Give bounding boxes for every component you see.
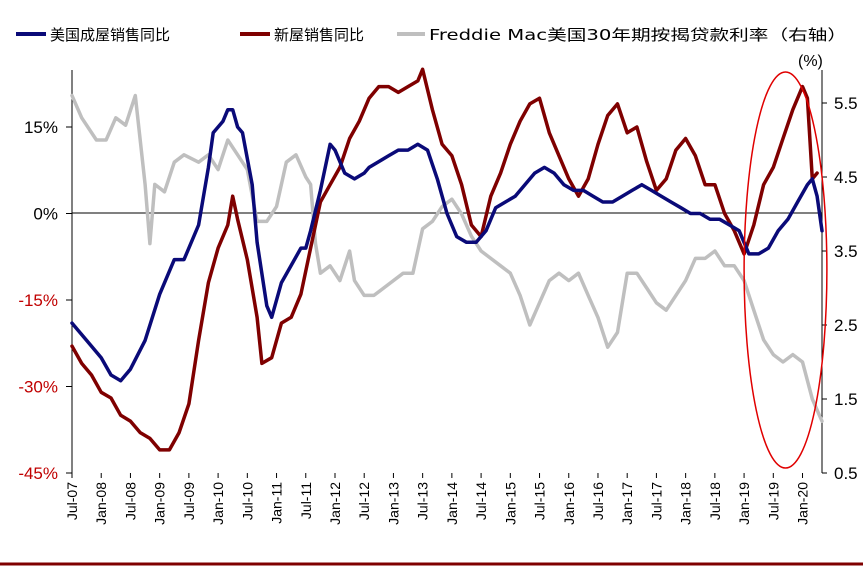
x-tick-label-jan-13: Jan-13 [385,482,401,525]
x-tick-label-jan-09: Jan-09 [152,482,168,525]
x-tick-label-jan-15: Jan-15 [502,482,518,525]
right-tick-label: 2.5 [834,316,858,335]
x-tick-label-jul-18: Jul-18 [707,482,723,520]
x-tick-label-jul-10: Jul-10 [239,482,255,520]
left-axis-ticks: 15% 0% -15% -30% -45% [18,118,72,483]
x-tick-label-jul-12: Jul-12 [356,482,372,520]
legend: 美国成屋销售同比 新屋销售同比 Freddie Mac美国30年期按揭贷款利率（… [16,26,847,44]
x-tick-label-jan-17: Jan-17 [619,482,635,525]
x-tick-label-jul-09: Jul-09 [181,482,197,520]
new-home-sales-line [70,67,819,452]
legend-label-existing-home-sales: 美国成屋销售同比 [50,26,170,44]
x-tick-label-jul-13: Jul-13 [415,482,431,520]
x-tick-label-jan-10: Jan-10 [210,482,226,525]
right-axis-ticks: 5.5 4.5 3.5 2.5 1.5 0.5 [822,94,858,483]
x-tick-label-jan-19: Jan-19 [736,482,752,525]
x-tick-label-jan-18: Jan-18 [678,482,694,525]
x-tick-label-jul-08: Jul-08 [122,482,138,520]
mortgage-rate-line [70,93,824,423]
x-tick-label-jul-16: Jul-16 [590,482,606,520]
right-axis-unit: (%) [798,53,823,70]
left-tick-label: -15% [18,291,58,310]
left-tick-label: -45% [18,464,58,483]
x-tick-label-jul-14: Jul-14 [473,482,489,520]
existing-home-sales-line [70,107,824,383]
left-tick-label: 15% [24,118,58,137]
x-tick-label-jul-11: Jul-11 [298,482,314,519]
x-axis-ticks: Jul-07 Jan-08 Jul-08 Jan-09 Jul-09 Jan-10 Jul-… [64,473,811,525]
right-tick-label: 5.5 [834,94,858,113]
right-tick-label: 3.5 [834,242,858,261]
x-tick-label-jul-17: Jul-17 [648,482,664,520]
right-tick-label: 4.5 [834,168,858,187]
x-tick-label-jan-20: Jan-20 [795,482,811,525]
legend-label-mortgage-rate: Freddie Mac美国30年期按揭贷款利率（右轴） [429,26,847,44]
x-tick-label-jul-15: Jul-15 [532,482,548,520]
legend-label-new-home-sales: 新屋销售同比 [274,26,364,44]
x-tick-label-jan-14: Jan-14 [444,482,460,525]
highlight-ellipse [743,71,828,469]
left-tick-label: 0% [33,205,58,224]
x-tick-label-jan-08: Jan-08 [93,482,109,525]
left-tick-label: -30% [18,378,58,397]
x-tick-label-jan-16: Jan-16 [561,482,577,525]
right-tick-label: 1.5 [834,390,858,409]
series-layer [70,67,824,452]
x-tick-label-jul-07: Jul-07 [64,482,80,520]
x-tick-label-jan-11: Jan-11 [269,482,285,524]
right-tick-label: 0.5 [834,464,858,483]
annotation-layer [743,71,828,469]
x-tick-label-jul-19: Jul-19 [765,482,781,520]
x-tick-label-jan-12: Jan-12 [327,482,343,525]
